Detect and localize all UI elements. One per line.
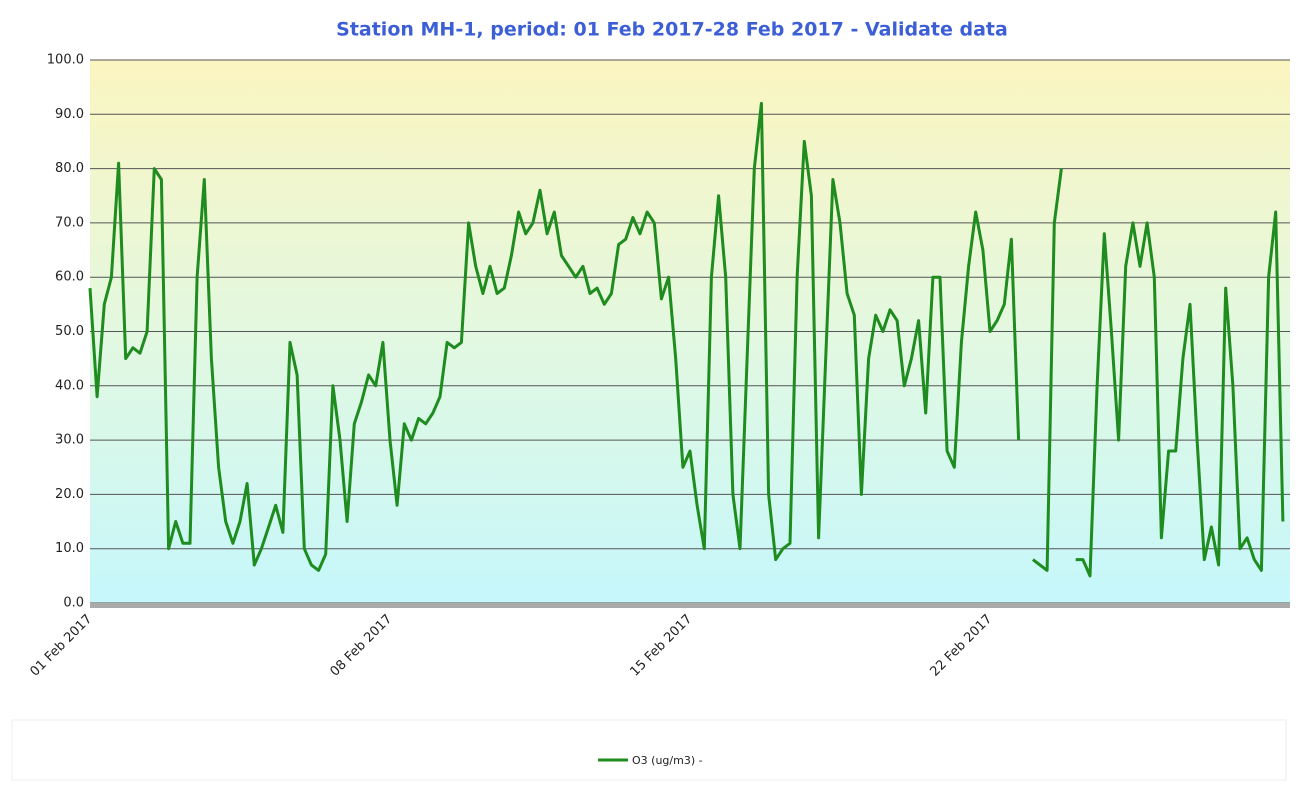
- y-tick-label: 90.0: [55, 107, 84, 122]
- data-line: [1075, 210, 1285, 578]
- x-tick-label: 15 Feb 2017: [627, 612, 695, 680]
- y-tick-label: 20.0: [55, 487, 84, 502]
- y-tick-label: 60.0: [55, 270, 84, 285]
- y-tick-label: 40.0: [55, 378, 84, 393]
- legend-box: [11, 719, 1287, 781]
- y-tick-label: 50.0: [55, 324, 84, 339]
- data-line: [1031, 168, 1063, 572]
- chart-title: Station MH-1, period: 01 Feb 2017-28 Feb…: [336, 19, 1008, 41]
- x-tick-label: 08 Feb 2017: [327, 612, 395, 680]
- y-tick-label: 80.0: [55, 161, 84, 176]
- y-tick-label: 70.0: [55, 215, 84, 230]
- y-tick-label: 30.0: [55, 433, 84, 448]
- y-tick-label: 0.0: [63, 596, 84, 611]
- legend-label: O3 (ug/m3) -: [632, 754, 703, 767]
- y-tick-label: 100.0: [47, 53, 84, 68]
- data-line: [88, 101, 1021, 572]
- x-tick-label: 22 Feb 2017: [927, 612, 995, 680]
- y-tick-label: 10.0: [55, 541, 84, 556]
- x-tick-label: 01 Feb 2017: [27, 612, 95, 680]
- x-axis-band: [90, 603, 1290, 608]
